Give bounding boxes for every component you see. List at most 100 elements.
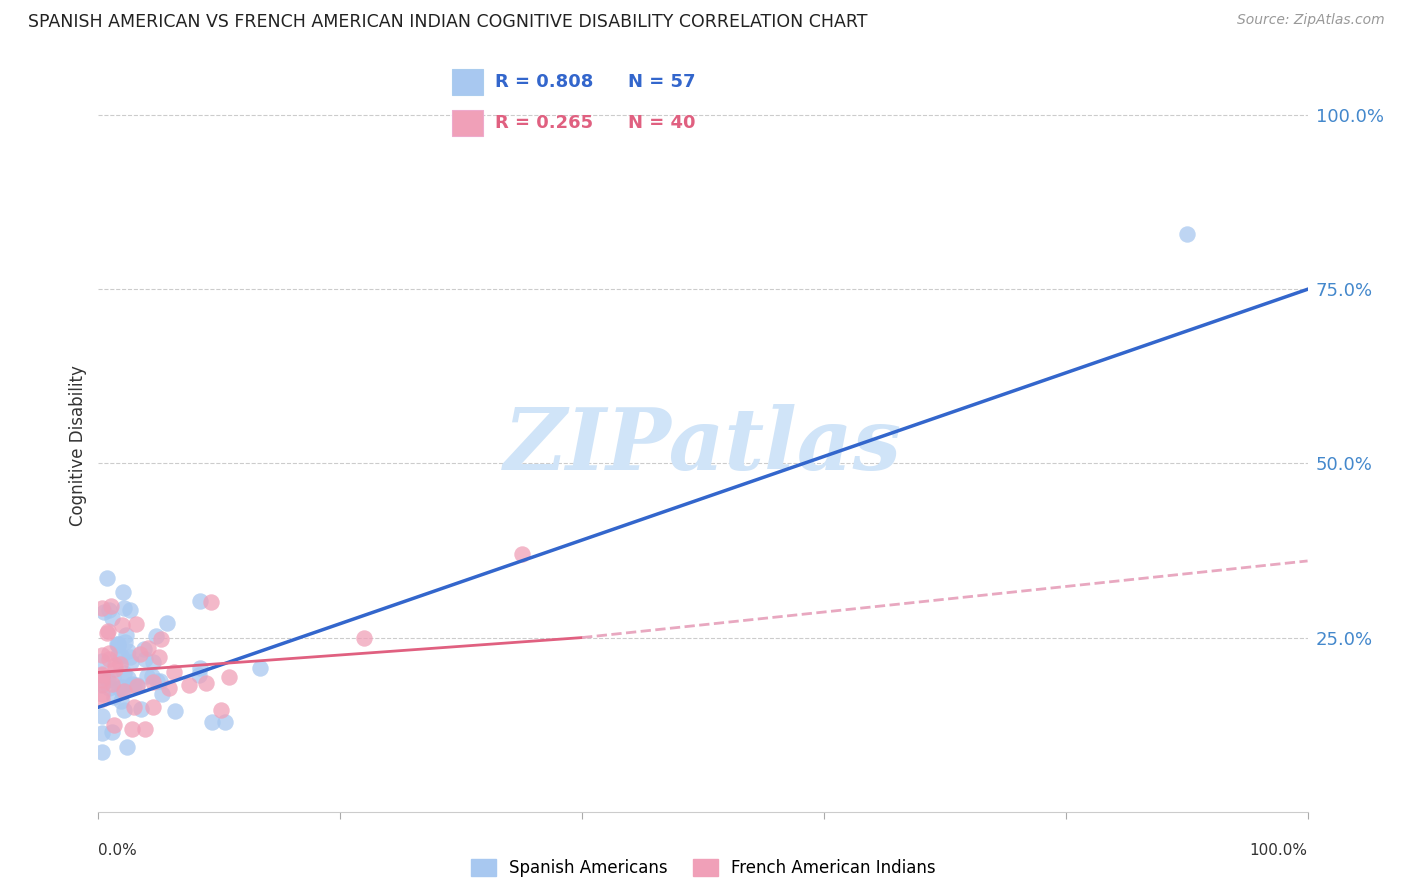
Legend: Spanish Americans, French American Indians: Spanish Americans, French American India… [464,853,942,884]
Point [127,679,149,693]
Point [115,628,138,642]
Text: 0.0%: 0.0% [98,843,138,858]
Point [353,631,375,645]
Bar [453,69,484,95]
Point [214,714,236,729]
Point [110,648,132,663]
Point [91,692,114,706]
Point [98,651,121,665]
Point [107,637,129,651]
Point [114,634,136,648]
Point [91,678,114,692]
Point [142,699,165,714]
Point [124,616,146,631]
Point [141,668,163,682]
Point [103,718,125,732]
Point [128,648,150,662]
Point [111,585,134,599]
Point [142,656,165,670]
Point [120,655,142,669]
Point [510,547,533,561]
Point [97,673,120,688]
Point [118,649,141,664]
Point [195,676,218,690]
Point [91,677,114,691]
Point [91,673,114,688]
Point [91,687,114,701]
Point [132,642,155,657]
Point [112,601,135,615]
Point [103,662,125,676]
Point [149,673,172,688]
Point [150,632,173,647]
Point [177,678,200,692]
Point [112,684,135,698]
Point [96,571,118,585]
Point [91,667,114,681]
Text: R = 0.265: R = 0.265 [495,114,593,132]
Point [96,625,118,640]
Point [117,644,139,658]
Point [115,739,138,754]
Point [110,657,132,672]
Y-axis label: Cognitive Disability: Cognitive Disability [69,366,87,526]
Point [97,624,120,638]
Point [111,685,134,699]
Text: N = 57: N = 57 [628,73,696,91]
Point [127,678,149,692]
Bar [453,110,484,136]
Text: SPANISH AMERICAN VS FRENCH AMERICAN INDIAN COGNITIVE DISABILITY CORRELATION CHAR: SPANISH AMERICAN VS FRENCH AMERICAN INDI… [28,13,868,31]
Point [124,699,146,714]
Point [98,603,121,617]
Point [91,648,114,663]
Point [134,651,156,665]
Point [129,701,152,715]
Point [100,725,122,739]
Point [101,611,124,625]
Point [107,681,129,695]
Point [107,638,129,652]
Point [105,637,128,651]
Point [97,681,120,696]
Point [111,680,134,694]
Point [249,661,271,675]
Point [136,640,159,655]
Point [148,649,170,664]
Point [146,674,169,689]
Text: Source: ZipAtlas.com: Source: ZipAtlas.com [1237,13,1385,28]
Point [165,704,187,718]
Point [101,676,124,690]
Point [93,605,115,619]
Point [188,661,211,675]
Point [103,690,125,704]
Point [188,594,211,608]
Point [107,648,129,662]
Point [142,675,165,690]
Point [145,629,167,643]
Point [135,669,157,683]
Text: ZIPatlas: ZIPatlas [503,404,903,488]
Point [104,657,127,672]
Point [97,646,120,660]
Point [110,693,132,707]
Point [91,709,114,723]
Point [209,703,232,717]
Point [111,618,134,632]
Text: N = 40: N = 40 [628,114,696,132]
Point [91,745,114,759]
Point [100,599,122,614]
Point [1175,227,1198,241]
Point [152,687,174,701]
Point [218,670,240,684]
Point [124,678,146,692]
Point [112,665,135,680]
Point [112,703,135,717]
Point [101,669,124,683]
Point [134,722,156,736]
Point [91,668,114,682]
Point [91,601,114,615]
Point [200,595,222,609]
Text: R = 0.808: R = 0.808 [495,73,593,91]
Point [91,725,114,739]
Point [91,654,114,668]
